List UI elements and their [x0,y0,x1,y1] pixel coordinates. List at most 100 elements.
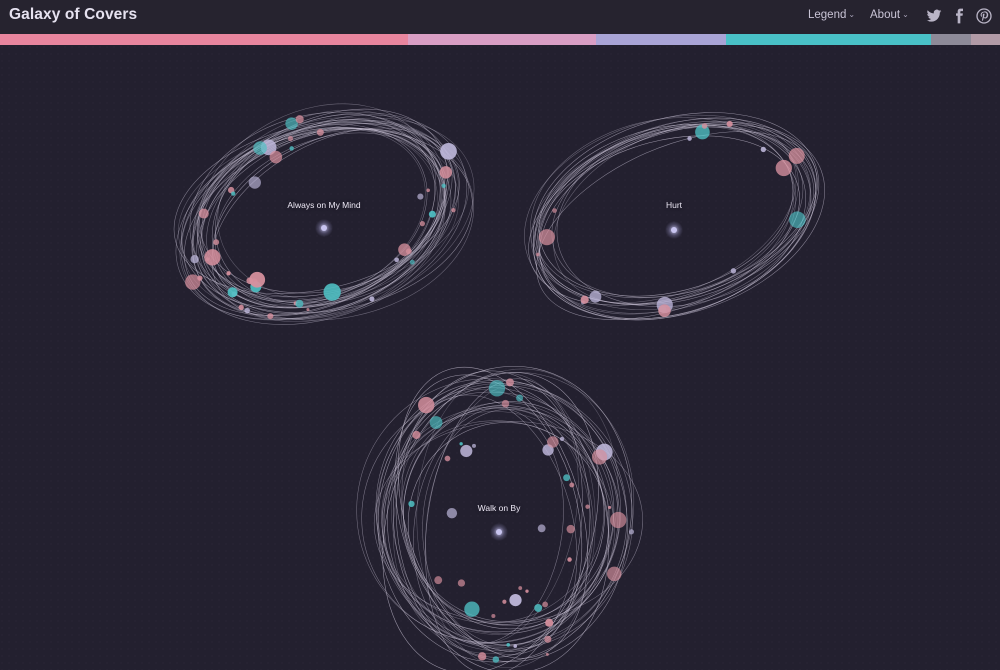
cover-dot [369,296,375,302]
cover-dot [537,524,546,533]
cover-dot [238,304,244,310]
cover-dot [197,275,203,281]
cover-dot [226,271,231,276]
center-star [496,529,502,535]
cover-dot [408,500,415,508]
cover-dot [477,652,487,661]
cover-dot [451,207,456,213]
cover-dot [687,136,692,141]
cover-dot [607,505,612,510]
cover-dot [418,396,435,414]
cover-dot [506,642,511,647]
galaxy-label-hurt[interactable]: Hurt [665,200,683,210]
cover-dot [439,166,453,179]
orbit-ring [377,365,633,663]
pinterest-icon[interactable] [976,8,992,24]
cover-dot [760,146,767,153]
about-menu-label: About [870,9,901,21]
about-menu[interactable]: About ⌄ [870,9,909,21]
orbit-ring [192,122,475,321]
orbit-ring [375,380,628,645]
color-bar-segment [931,34,971,45]
cover-dot [545,652,549,656]
cover-dot [701,123,708,129]
cover-dot [253,141,267,155]
orbit-ring [197,121,452,306]
orbit-ring [201,123,428,301]
cover-dot [566,524,575,534]
orbit-ring [392,382,610,670]
cover-dot [538,229,555,246]
cover-dot [227,287,238,298]
orbit-ring [539,121,825,321]
dotted-background [0,45,1000,670]
orbit-ring [538,117,817,320]
cover-dot [569,482,575,488]
center-star [671,227,677,233]
cover-dot [606,566,622,582]
app-title[interactable]: Galaxy of Covers [9,6,138,23]
cover-dot [204,249,221,266]
cover-dot [428,210,436,218]
color-bar-segment [971,34,1000,45]
cover-dot [580,295,589,304]
cover-dot [730,268,737,274]
cover-dot [544,635,552,643]
cover-dot [502,599,507,604]
cover-dot [417,193,424,200]
orbit-ring [178,123,469,298]
cover-dot [198,208,209,219]
color-bar-segment [596,34,726,45]
cover-dot [563,474,571,482]
galaxy-label-walk-on-by[interactable]: Walk on By [477,503,521,513]
cover-dot [516,394,524,402]
orbit-ring [551,125,804,298]
cover-dot [306,307,310,312]
orbit-ring [382,372,599,670]
cover-dot [501,399,510,408]
orbit-ring [181,130,459,316]
cover-dot [441,183,446,188]
orbit-ring [175,120,456,320]
orbit-ring [373,420,643,623]
cover-dot [398,243,411,256]
cover-dot [545,618,554,627]
orbit-ring [413,407,564,645]
cover-dot [775,159,792,177]
orbit-ring [556,123,812,307]
color-bar-segment [0,34,408,45]
galaxy-walk-on-by [356,365,643,670]
legend-menu[interactable]: Legend ⌄ [808,9,855,21]
orbit-ring [381,411,611,635]
galaxy-stage: Always on My Mind Hurt Walk on By [0,45,1000,670]
orbit-ring [401,394,578,655]
orbit-ring [201,128,426,306]
cover-dot [316,128,324,136]
orbit-ring [392,368,619,654]
cover-dot [567,557,572,562]
orbit-ring [536,131,818,320]
cover-dot [547,436,559,448]
cover-dot [267,313,274,320]
twitter-icon[interactable] [926,8,942,24]
cover-dot [409,259,415,265]
center-star [321,225,327,231]
cover-dot [440,142,457,160]
orbit-ring [530,126,811,304]
cover-dot [610,511,627,529]
cover-dot [190,254,199,264]
orbit-ring [538,135,800,305]
cover-dot [488,380,506,397]
cover-dot [323,283,341,301]
cover-dot [559,436,565,442]
orbit-ring [382,420,615,634]
cover-dot [444,455,451,462]
facebook-icon[interactable] [951,8,967,24]
cover-dot [394,257,399,263]
cover-dot [446,507,458,519]
orbit-ring [384,372,635,652]
cover-dot [248,176,261,189]
galaxy-label-always-on-my-mind[interactable]: Always on My Mind [287,200,361,210]
category-color-bar [0,34,1000,45]
chevron-down-icon: ⌄ [848,10,856,19]
